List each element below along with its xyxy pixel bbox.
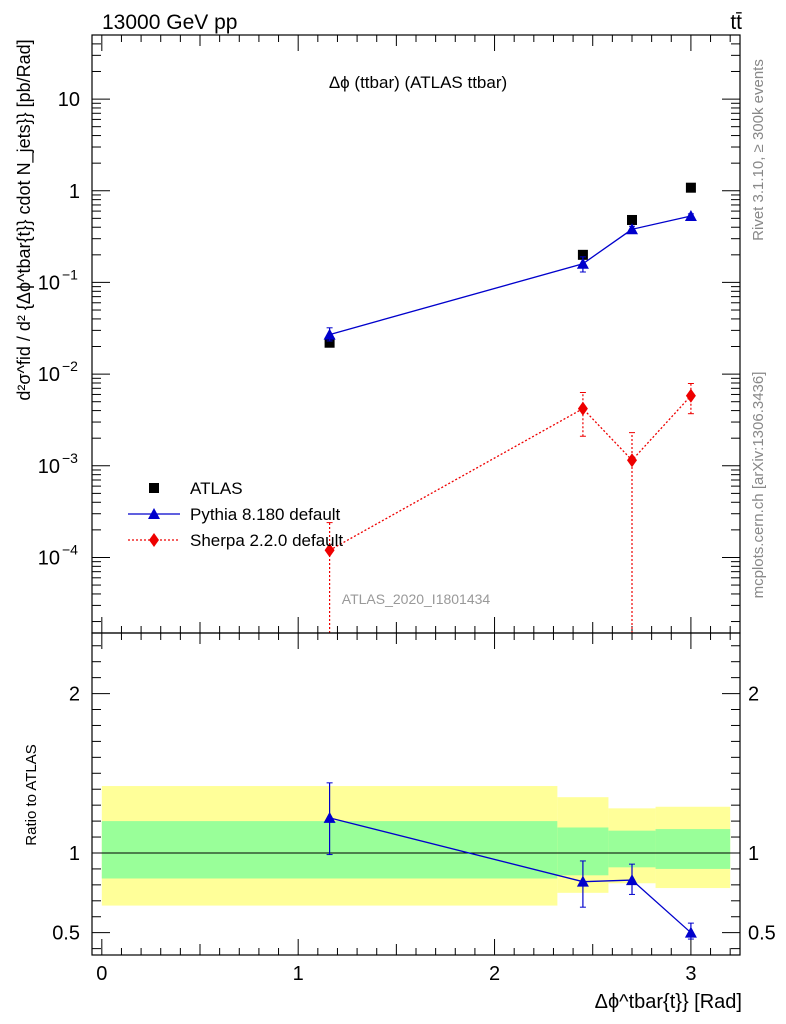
data-point: [685, 388, 696, 403]
rivet-label: Rivet 3.1.10, ≥ 300k events: [750, 59, 767, 241]
main-y-tick-exponent: −3: [62, 450, 78, 466]
data-point: [577, 401, 588, 416]
ratio-y-tick-label: 2: [69, 684, 80, 706]
data-point: [324, 543, 335, 558]
ratio-y-tick-label: 1: [69, 843, 80, 865]
main-y-tick-exponent: −1: [62, 266, 78, 282]
data-point: [627, 453, 637, 468]
uncertainty-band-inner: [655, 829, 731, 869]
ratio-data-point: [626, 874, 638, 886]
ratio-series-0: [323, 782, 697, 940]
energy-label: 13000 GeV pp: [102, 11, 237, 34]
mcplots-label: mcplots.cern.ch [arXiv:1306.3436]: [750, 372, 767, 599]
data-point: [576, 257, 589, 269]
main-y-tick-label: 10: [58, 89, 80, 111]
main-y-tick-label: 1: [69, 181, 80, 203]
data-point: [685, 182, 696, 193]
series-0: [324, 182, 696, 348]
data-point: [684, 210, 697, 222]
ratio-y-tick-label-right: 2: [748, 684, 759, 706]
main-y-tick-label: 10: [38, 456, 60, 478]
data-point: [324, 337, 335, 348]
legend-item: ATLAS: [149, 479, 243, 498]
legend: ATLAS Pythia 8.180 default Sherpa 2.2.0 de…: [128, 479, 343, 550]
legend-marker: [148, 508, 160, 519]
data-point: [627, 214, 637, 225]
uncertainty-band-inner: [608, 830, 656, 868]
ratio-ylabel: Ratio to ATLAS: [23, 744, 40, 845]
data-point: [626, 223, 638, 235]
data-point: [323, 328, 336, 340]
x-axis-label: Δϕ^tbar{t}} [Rad]: [595, 991, 742, 1013]
main-y-tick-exponent: −4: [62, 541, 78, 557]
legend-marker: [149, 533, 159, 547]
series-line: [329, 215, 692, 336]
ratio-y-tick-label: 0.5: [52, 923, 80, 945]
legend-marker: [149, 483, 159, 493]
x-tick-label: 0: [96, 963, 107, 985]
x-tick-label: 2: [489, 963, 500, 985]
ratio-data-point: [323, 811, 336, 823]
data-point: [577, 249, 588, 260]
main-title: Δϕ (ttbar) (ATLAS ttbar): [329, 73, 507, 92]
legend-label: ATLAS: [190, 479, 243, 498]
x-tick-label: 1: [293, 963, 304, 985]
main-y-tick-label: 10: [38, 547, 60, 569]
legend-label: Sherpa 2.2.0 default: [190, 531, 343, 550]
main-y-tick-label: 10: [38, 272, 60, 294]
watermark: ATLAS_2020_I1801434: [342, 591, 491, 607]
ratio-data-point: [576, 875, 589, 887]
ratio-data-point: [684, 926, 697, 938]
legend-item: Pythia 8.180 default: [128, 505, 341, 524]
ratio-y-tick-label-right: 1: [748, 843, 759, 865]
process-label: tt̄: [730, 11, 742, 34]
legend-item: Sherpa 2.2.0 default: [128, 531, 343, 550]
x-tick-label: 3: [685, 963, 696, 985]
ratio-line: [329, 817, 692, 934]
legend-label: Pythia 8.180 default: [190, 505, 341, 524]
main-y-tick-exponent: −2: [62, 358, 78, 374]
ratio-panel: 0.5 0.5 1 1 2 2 0 1 2 3 Ratio to ATLAS Δϕ^tbar{t…: [23, 632, 776, 1013]
series-1: [323, 210, 697, 342]
series-line: [329, 395, 692, 551]
main-y-tick-label: 10: [38, 364, 60, 386]
main-ylabel: d²σ^fid / d² {Δϕ^tbar{t}} cdot N_jets}} …: [14, 39, 35, 400]
ratio-y-tick-label-right: 0.5: [748, 923, 776, 945]
ratio-frame: [91, 632, 741, 956]
series-2: [324, 382, 696, 633]
